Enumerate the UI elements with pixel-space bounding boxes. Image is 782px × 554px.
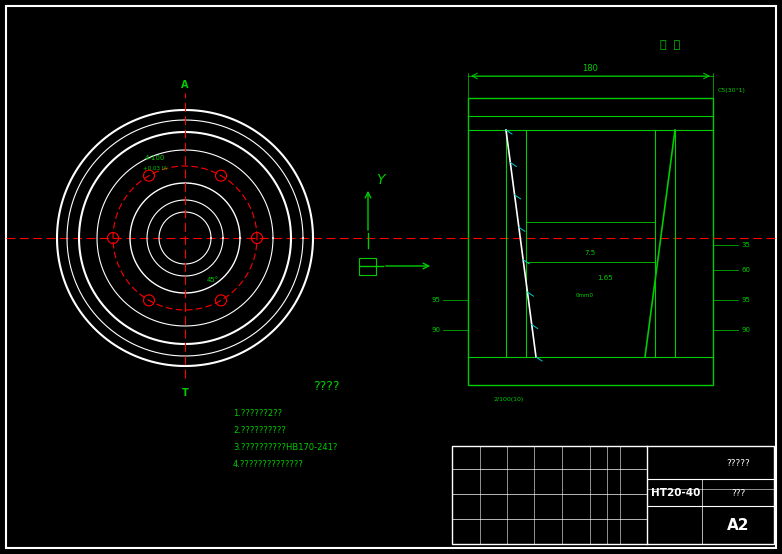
Text: 90: 90 <box>431 327 440 333</box>
Bar <box>359 258 376 275</box>
Text: 1.??????2??: 1.??????2?? <box>233 409 282 418</box>
Text: 3.??????????HB170-241?: 3.??????????HB170-241? <box>233 443 337 452</box>
Text: 1.65: 1.65 <box>597 275 613 281</box>
Text: 45°: 45° <box>207 277 219 283</box>
Text: T: T <box>181 388 188 398</box>
Text: A2: A2 <box>726 517 749 532</box>
Text: ????: ???? <box>313 380 339 393</box>
Text: 4-100: 4-100 <box>145 155 165 161</box>
Text: Y: Y <box>375 173 384 187</box>
Text: ???: ??? <box>731 489 745 497</box>
Text: ?????: ????? <box>726 459 750 468</box>
Bar <box>452 446 774 544</box>
Text: A: A <box>181 80 188 90</box>
Text: 180: 180 <box>583 64 598 73</box>
Text: 95: 95 <box>741 297 750 303</box>
Text: 7.5: 7.5 <box>584 250 596 256</box>
Text: HT20-40: HT20-40 <box>651 488 701 498</box>
Text: 2.??????????: 2.?????????? <box>233 426 286 435</box>
Text: 2/100(10): 2/100(10) <box>493 397 523 402</box>
Bar <box>468 98 713 385</box>
Text: 35: 35 <box>741 242 750 248</box>
Text: 60: 60 <box>741 267 750 273</box>
Text: C5(30°1): C5(30°1) <box>718 88 746 93</box>
Text: 4.??????????????: 4.?????????????? <box>233 460 304 469</box>
Text: 90: 90 <box>741 327 750 333</box>
Text: 0mm0: 0mm0 <box>576 293 594 298</box>
Text: 圖  別: 圖 別 <box>660 40 680 50</box>
Text: +0.03 IA: +0.03 IA <box>143 166 167 171</box>
Text: 95: 95 <box>431 297 440 303</box>
